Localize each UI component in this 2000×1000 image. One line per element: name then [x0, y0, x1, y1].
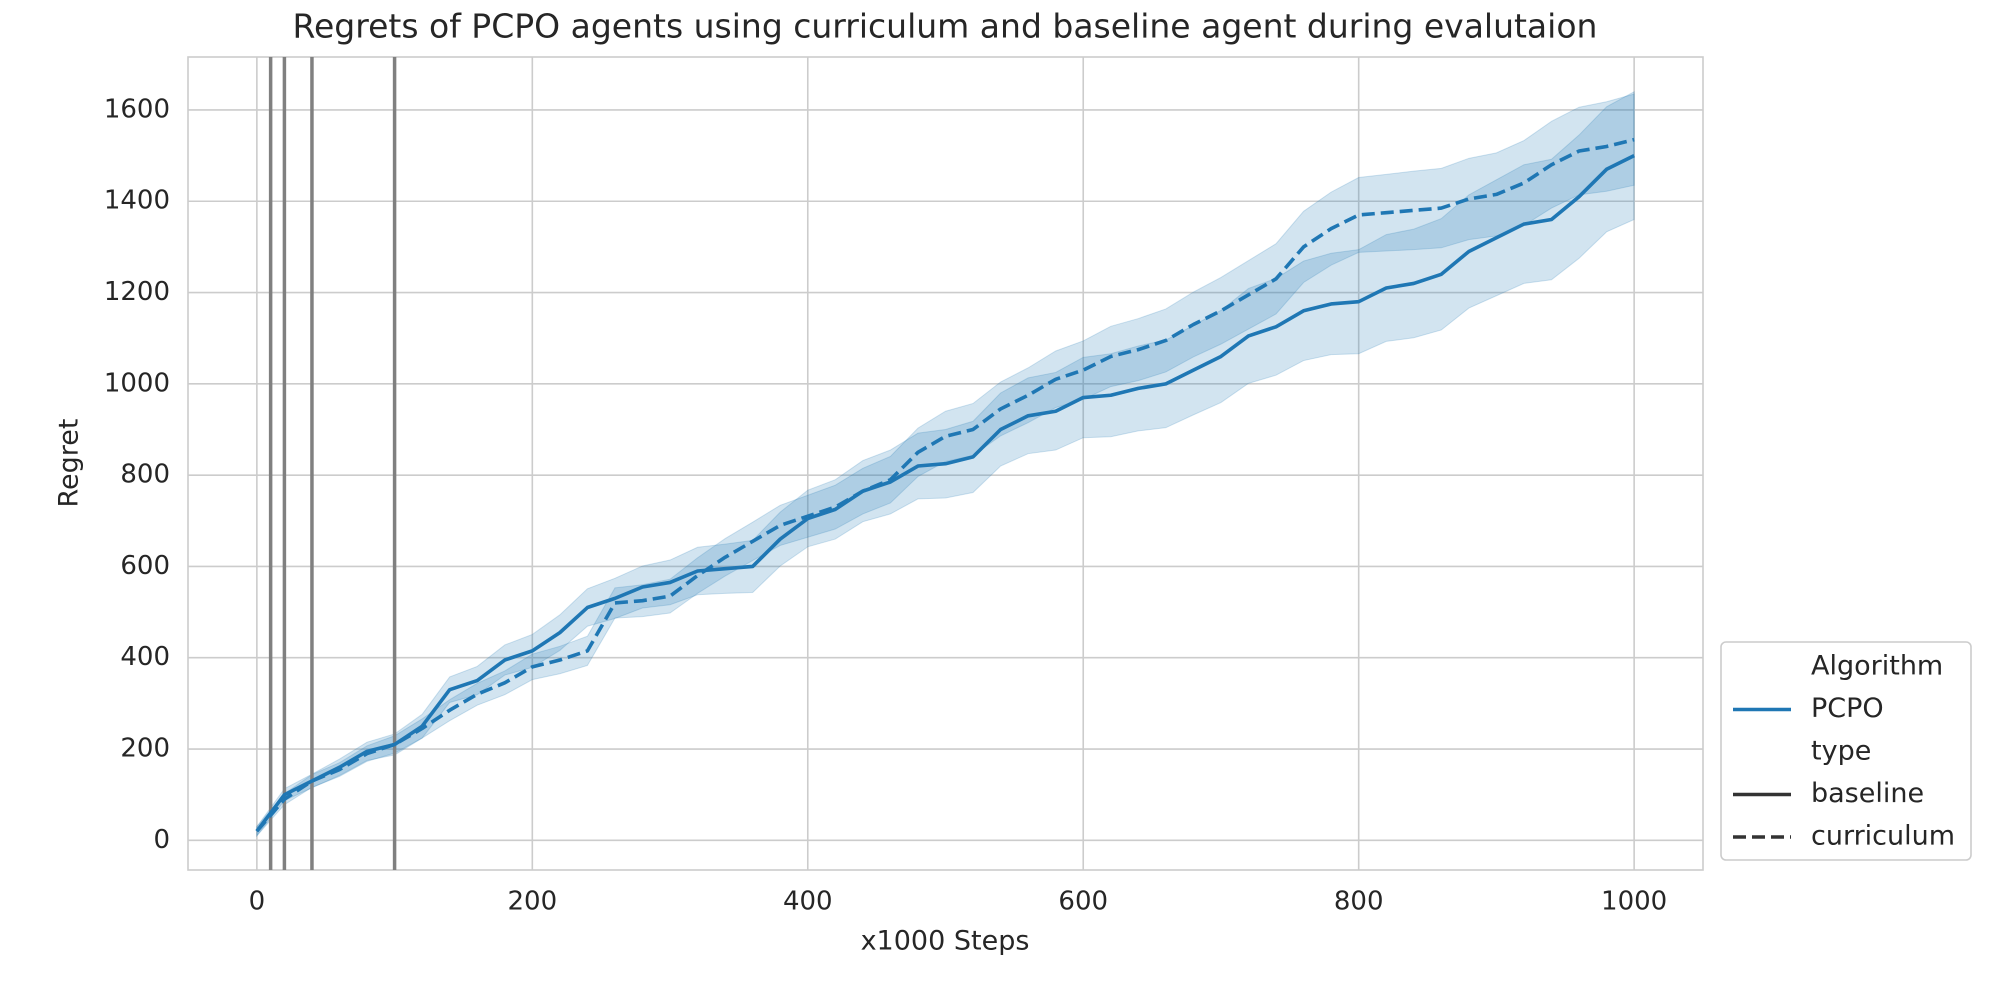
- x-tick-label: 1000: [1601, 887, 1667, 917]
- legend-box: [1720, 641, 1972, 861]
- y-tick-label: 1400: [104, 186, 170, 216]
- x-tick-label: 200: [507, 887, 557, 917]
- y-tick-label: 800: [120, 460, 170, 490]
- y-tick-label: 1600: [104, 94, 170, 124]
- x-axis-label: x1000 Steps: [861, 926, 1030, 957]
- x-tick-label: 800: [1334, 887, 1384, 917]
- chart-title: Regrets of PCPO agents using curriculum …: [293, 7, 1598, 46]
- y-tick-label: 600: [120, 551, 170, 581]
- legend-heading: type: [1811, 736, 1871, 767]
- x-tick-label: 400: [783, 887, 833, 917]
- legend-heading: Algorithm: [1811, 651, 1943, 682]
- series-line: [255, 137, 1635, 833]
- confidence-band: [256, 93, 1635, 838]
- legend-label: baseline: [1811, 778, 1924, 809]
- plot-frame: [187, 56, 1704, 871]
- x-tick-label: 600: [1058, 887, 1108, 917]
- x-tick-label: 0: [249, 887, 266, 917]
- legend-label: PCPO: [1811, 693, 1884, 724]
- y-axis-label: Regret: [54, 418, 85, 507]
- series-line: [255, 153, 1635, 833]
- legend-label: curriculum: [1811, 821, 1955, 852]
- y-tick-label: 1000: [104, 368, 170, 398]
- y-tick-label: 0: [153, 825, 170, 855]
- y-tick-label: 400: [120, 642, 170, 672]
- y-tick-label: 200: [120, 734, 170, 764]
- legend: Algorithm PCPO type baseline curriculum: [1720, 641, 1972, 861]
- y-tick-label: 1200: [104, 277, 170, 307]
